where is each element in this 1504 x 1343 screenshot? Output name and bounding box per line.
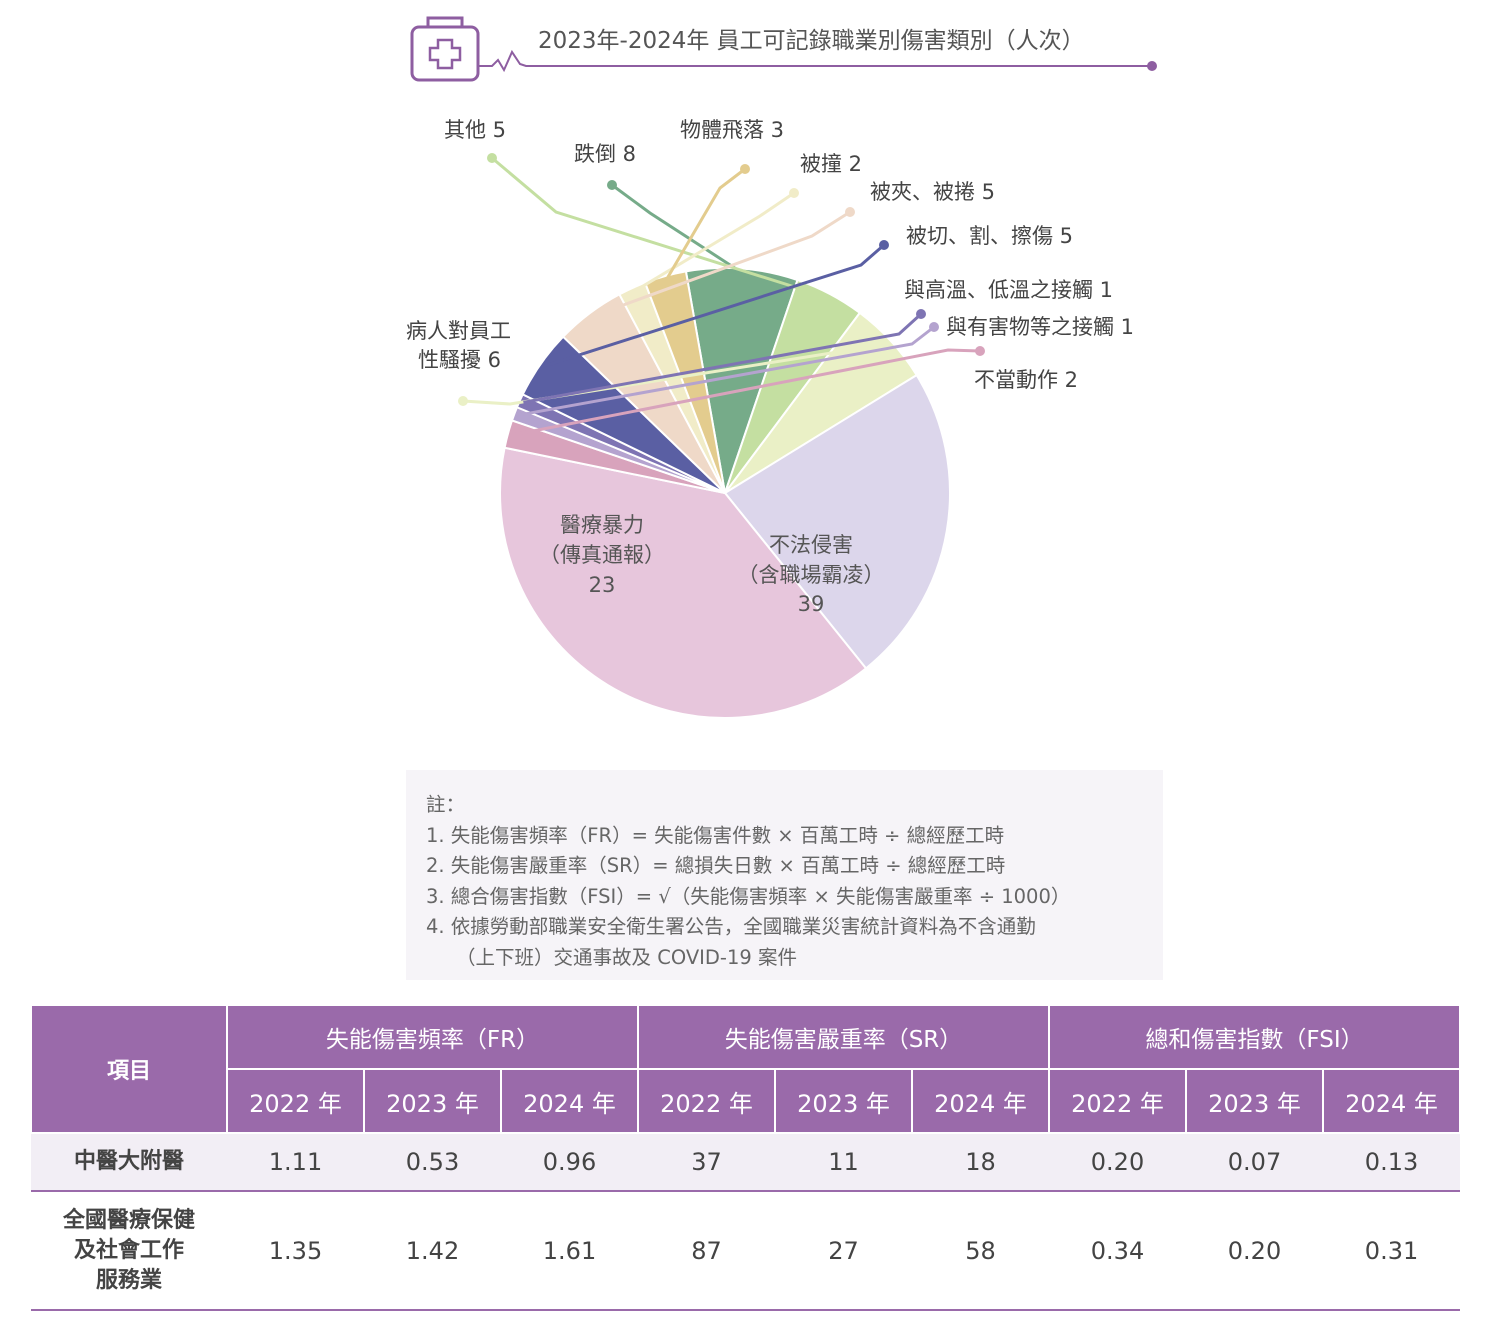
label-falling-objects: 物體飛落 3: [680, 118, 784, 142]
heartbeat-line: [478, 49, 1152, 73]
year-header: 2022 年: [1048, 1068, 1187, 1134]
injury-rate-table: 項目 失能傷害頻率（FR） 失能傷害嚴重率（SR） 總和傷害指數（FSI） 20…: [30, 1004, 1462, 1311]
leader-dot: [607, 180, 617, 190]
leader-dot: [916, 309, 926, 319]
leader-line: [611, 183, 743, 274]
table-cell: 0.31: [1323, 1191, 1461, 1311]
leader-line: [462, 342, 889, 406]
label-other: 其他 5: [444, 118, 506, 142]
leader-dot: [929, 322, 939, 332]
note-fr: 1. 失能傷害頻率（FR）= 失能傷害件數 × 百萬工時 ÷ 總經歷工時: [426, 823, 1005, 847]
table-cell: 18: [912, 1133, 1049, 1192]
label-fall: 跌倒 8: [574, 142, 636, 166]
leader-dot: [458, 396, 468, 406]
leader-dot: [845, 207, 855, 217]
leader-dot: [879, 240, 889, 250]
fr-header: 失能傷害頻率（FR）: [226, 1004, 639, 1070]
label-caught: 被夾、被捲 5: [870, 180, 995, 204]
table-cell: 0.34: [1049, 1191, 1186, 1311]
leader-line: [517, 325, 935, 417]
table-cell: 0.20: [1049, 1133, 1186, 1192]
leader-line: [491, 156, 829, 299]
title-line-dot: [1147, 61, 1157, 71]
leader-lines: [458, 153, 985, 437]
row-name: 全國醫療保健 及社會工作 服務業: [31, 1191, 227, 1311]
table-cell: 1.42: [364, 1191, 501, 1311]
leader-dot: [740, 164, 750, 174]
leader-line: [543, 243, 885, 368]
leader-line: [591, 210, 851, 318]
table-row: 全國醫療保健 及社會工作 服務業 1.35 1.42 1.61 87 27 58…: [31, 1191, 1461, 1311]
table-cell: 0.13: [1323, 1133, 1461, 1192]
note-source: 4. 依據勞動部職業安全衛生署公告，全國職業災害統計資料為不含通勤: [426, 915, 1036, 938]
medical-kit-icon: [410, 16, 480, 82]
row-name: 中醫大附醫: [31, 1133, 227, 1192]
leader-line: [523, 312, 923, 404]
table-cell: 0.20: [1186, 1191, 1323, 1311]
row-name-line: 全國醫療保健: [62, 1207, 195, 1233]
table-cell: 1.61: [501, 1191, 638, 1311]
leader-line: [665, 167, 746, 281]
pie-slice: [723, 373, 951, 670]
table-cell: 1.11: [227, 1133, 364, 1192]
leader-dot: [975, 346, 985, 356]
year-header: 2022 年: [637, 1068, 776, 1134]
table-cell: 1.35: [227, 1191, 364, 1311]
row-name-line: 及社會工作: [73, 1237, 184, 1263]
year-header: 2024 年: [1321, 1068, 1462, 1134]
table-cell: 0.53: [364, 1133, 501, 1192]
sr-header: 失能傷害嚴重率（SR）: [637, 1004, 1050, 1070]
table-cell: 37: [638, 1133, 775, 1192]
label-unlawful-line2: （含職場霸凌）: [738, 563, 885, 587]
year-header: 2022 年: [226, 1068, 365, 1134]
pie-chart: 2023年-2024年 員工可記錄職業別傷害類別（人次） 其他 5 跌倒 8 物…: [406, 16, 1157, 719]
pie-slice: [684, 267, 799, 494]
chart-title: 2023年-2024年 員工可記錄職業別傷害類別（人次）: [538, 28, 1085, 54]
label-cut: 被切、割、擦傷 5: [906, 224, 1073, 248]
table-cell: 27: [775, 1191, 912, 1311]
fsi-header: 總和傷害指數（FSI）: [1047, 1004, 1462, 1070]
pie-slice: [499, 446, 868, 719]
table-cell: 11: [775, 1133, 912, 1192]
year-header: 2023 年: [363, 1068, 502, 1134]
label-violence-value: 23: [589, 573, 616, 597]
table-cell: 0.07: [1186, 1133, 1323, 1192]
table-cell: 0.96: [501, 1133, 638, 1192]
note-sr: 2. 失能傷害嚴重率（SR）= 總損失日數 × 百萬工時 ÷ 總經歷工時: [426, 854, 1006, 877]
label-violence-line2: （傳真通報）: [539, 543, 665, 567]
leader-line: [511, 348, 981, 437]
label-temperature: 與高溫、低溫之接觸 1: [904, 278, 1113, 302]
label-harassment-line2: 性騷擾 6: [418, 348, 501, 372]
leader-dot: [487, 153, 497, 163]
table-cell: 58: [912, 1191, 1049, 1311]
row-name-line: 服務業: [95, 1267, 162, 1293]
label-struck: 被撞 2: [800, 152, 862, 176]
table-row: 中醫大附醫 1.11 0.53 0.96 37 11 18 0.20 0.07 …: [31, 1133, 1461, 1192]
label-harassment-line1: 病人對員工: [406, 319, 511, 343]
year-header: 2024 年: [500, 1068, 639, 1134]
table-cell: 87: [638, 1191, 775, 1311]
notes-heading: 註：: [426, 793, 466, 816]
year-header: 2023 年: [774, 1068, 913, 1134]
label-improper-action: 不當動作 2: [974, 368, 1078, 392]
note-source-cont: （上下班）交通事故及 COVID-19 案件: [456, 945, 797, 969]
leader-dot: [789, 188, 799, 198]
label-unlawful-line1: 不法侵害: [769, 533, 853, 557]
year-header: 2023 年: [1185, 1068, 1324, 1134]
label-violence-line1: 醫療暴力: [560, 513, 644, 537]
item-header: 項目: [30, 1004, 228, 1134]
label-hazardous: 與有害物等之接觸 1: [946, 315, 1134, 339]
label-unlawful-value: 39: [798, 592, 825, 616]
note-fsi: 3. 總合傷害指數（FSI）= √（失能傷害頻率 × 失能傷害嚴重率 ÷ 100…: [426, 884, 1071, 908]
notes-box: 註： 1. 失能傷害頻率（FR）= 失能傷害件數 × 百萬工時 ÷ 總經歷工時 …: [406, 770, 1163, 980]
year-header: 2024 年: [911, 1068, 1050, 1134]
